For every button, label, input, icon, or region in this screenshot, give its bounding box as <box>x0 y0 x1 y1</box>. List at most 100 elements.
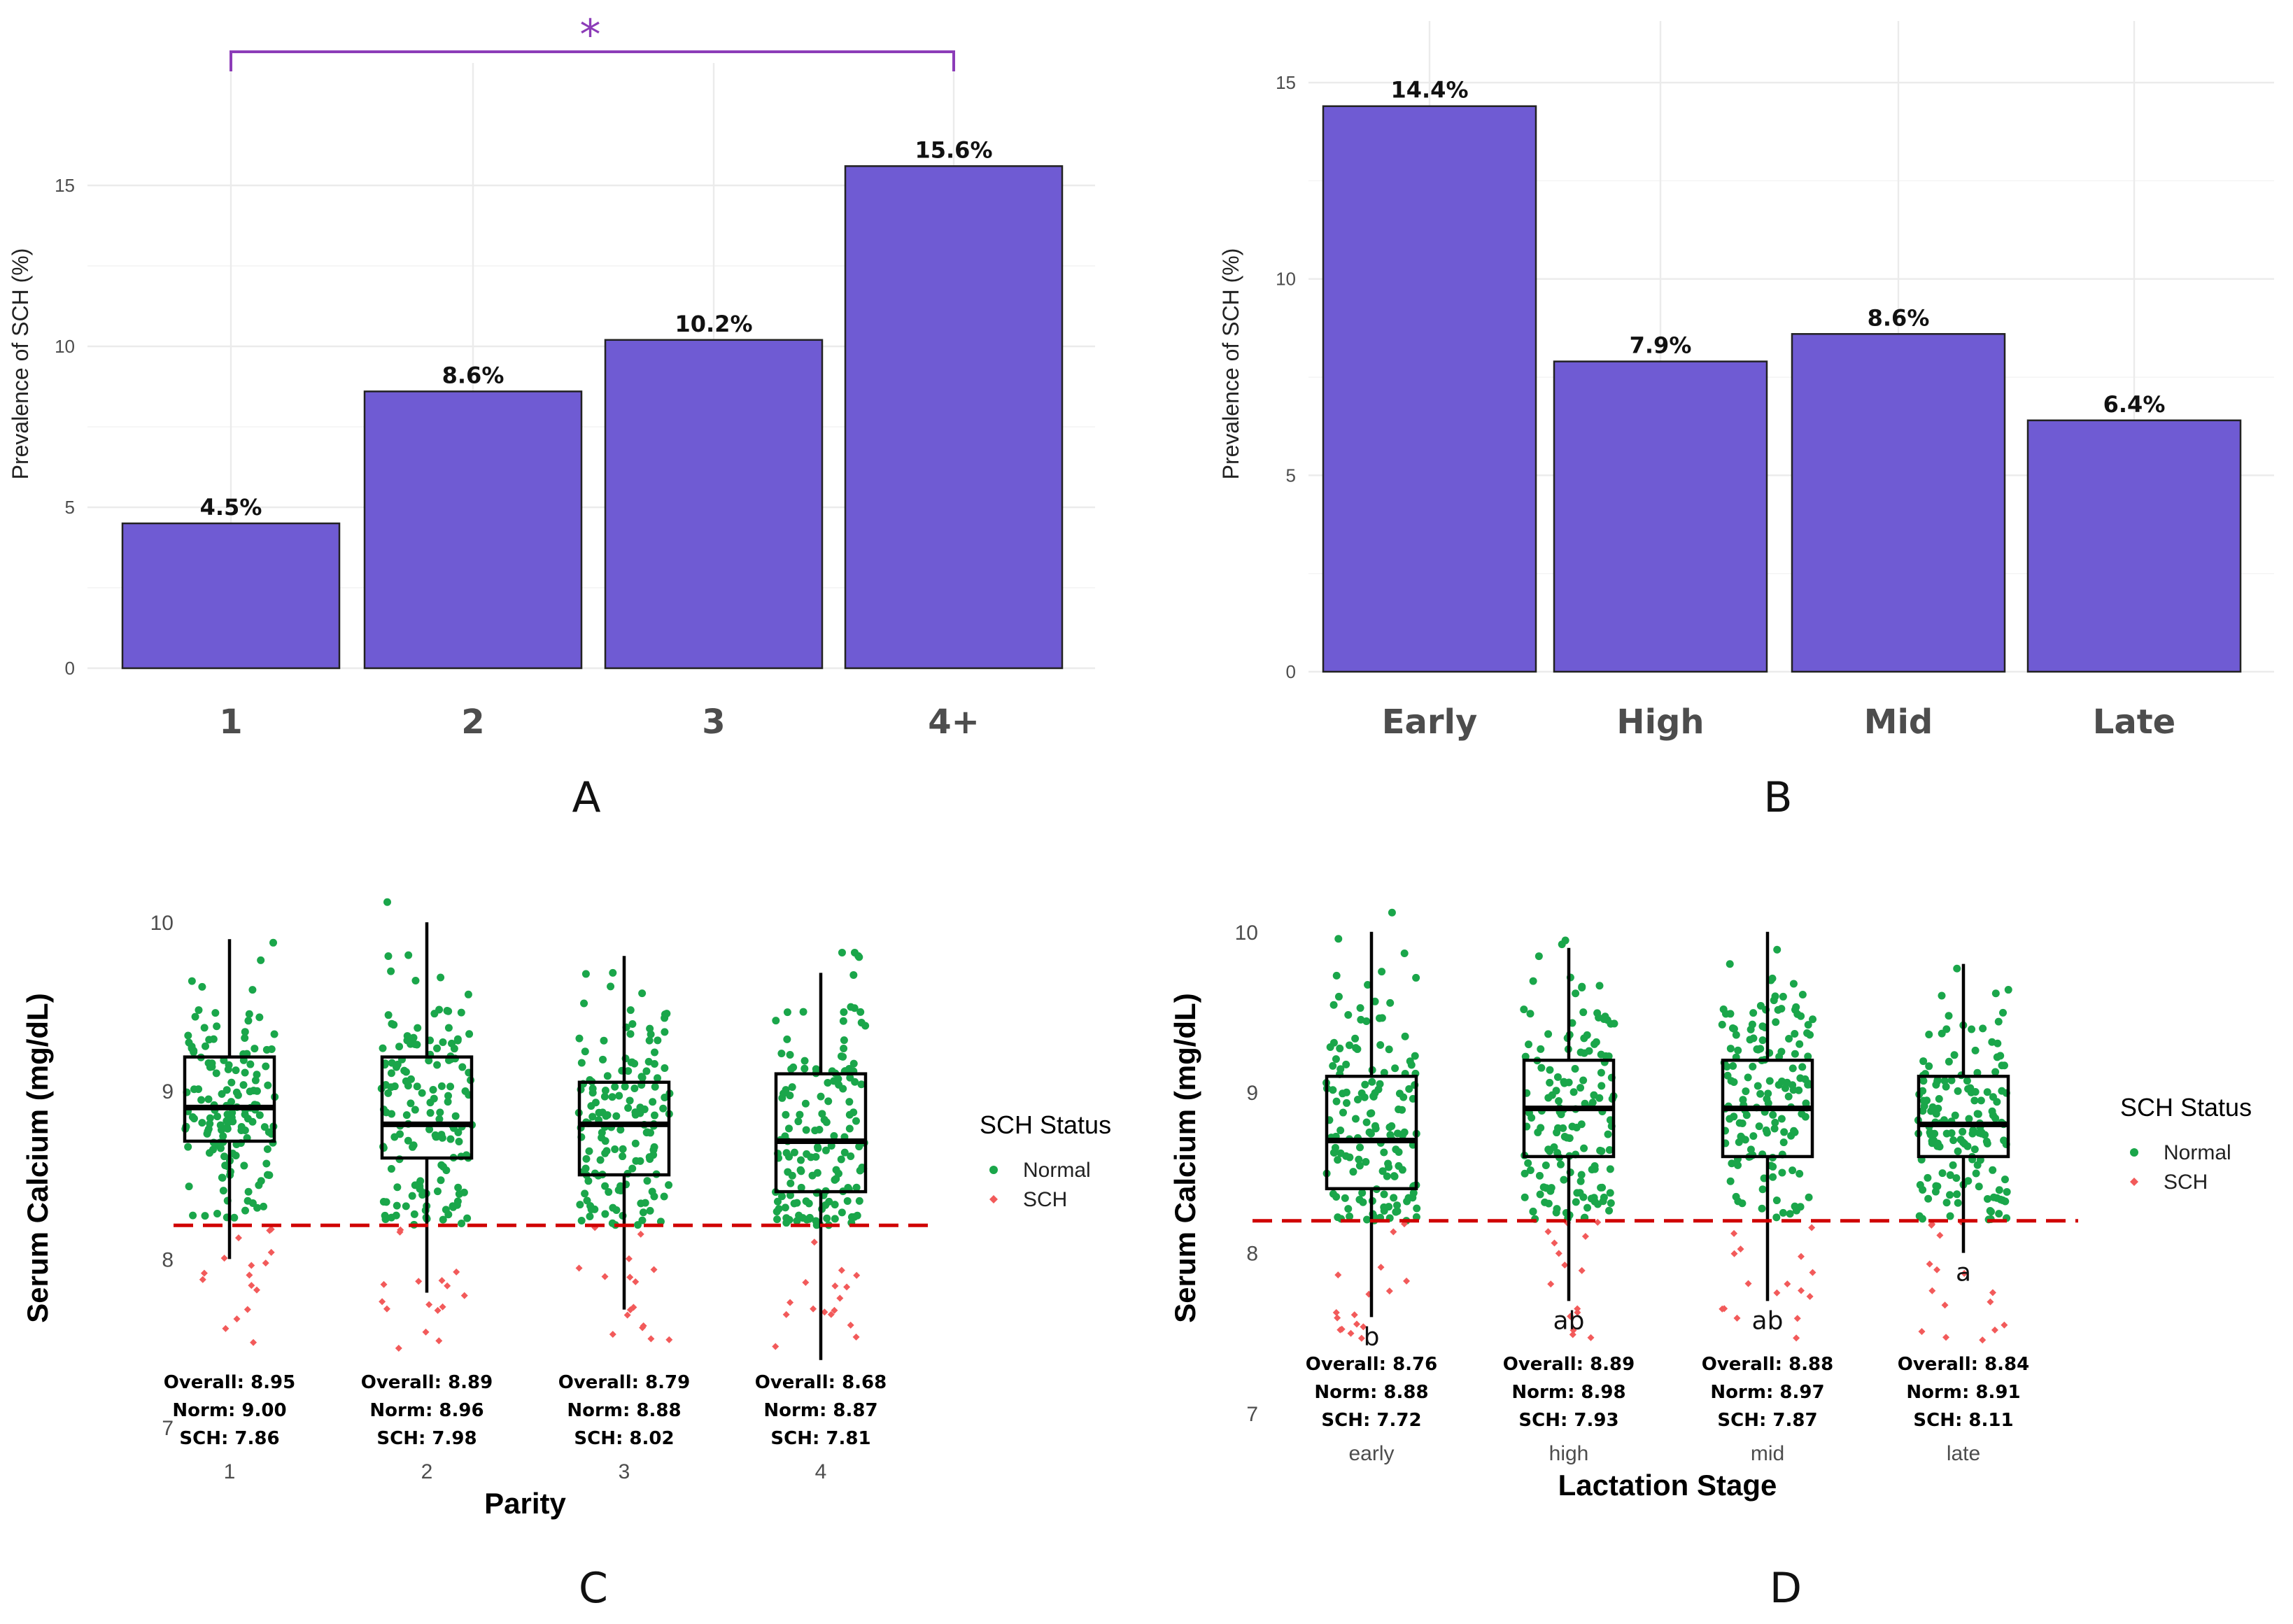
normal-point <box>846 1073 854 1082</box>
normal-point <box>437 1082 446 1090</box>
normal-point <box>1987 1208 1995 1216</box>
normal-point <box>852 1183 861 1192</box>
normal-point <box>1367 1109 1376 1117</box>
y-tick-label: 7 <box>162 1417 174 1440</box>
normal-point <box>607 982 615 991</box>
normal-point <box>219 1187 227 1195</box>
normal-point <box>1719 1005 1728 1014</box>
sch-point <box>1744 1280 1752 1287</box>
sch-point <box>1338 1325 1346 1333</box>
normal-point <box>1770 1124 1779 1133</box>
normal-point <box>200 1024 209 1032</box>
x-tick-label: Early <box>1382 702 1478 742</box>
sch-point <box>1334 1271 1342 1279</box>
normal-point <box>245 1010 253 1018</box>
panel-label-A: A <box>572 773 600 822</box>
normal-point <box>454 1183 463 1192</box>
normal-point <box>1734 1161 1742 1169</box>
y-tick-label: 5 <box>65 497 75 518</box>
normal-point <box>237 1126 246 1134</box>
sch-point <box>1390 1228 1397 1236</box>
normal-point <box>1977 1096 1985 1105</box>
bar-value-label: 8.6% <box>442 362 505 388</box>
normal-point <box>1411 1052 1419 1060</box>
normal-point <box>642 1129 651 1137</box>
box-chart-D: 7 8 9 10 Serum Calcium (mg/dL) b ab ab a Overall:… <box>1169 908 2252 1613</box>
summary-norm: Norm: 8.87 <box>763 1400 877 1421</box>
normal-point <box>413 1082 421 1091</box>
panel-label-D: D <box>1770 1564 1802 1613</box>
normal-point <box>584 1177 593 1185</box>
x-tick-label: Mid <box>1864 702 1933 742</box>
normal-point <box>650 1060 658 1068</box>
normal-point <box>1749 1132 1758 1141</box>
sch-point <box>1730 1229 1738 1237</box>
sch-point <box>1737 1245 1744 1253</box>
normal-point <box>433 1061 442 1069</box>
normal-point <box>782 1086 790 1094</box>
normal-point <box>636 1157 644 1165</box>
normal-point <box>381 1215 390 1223</box>
normal-point <box>239 1081 248 1089</box>
normal-point <box>1595 1094 1604 1102</box>
summary-overall: Overall: 8.88 <box>1702 1354 1833 1375</box>
normal-point <box>616 1126 625 1134</box>
sch-point <box>1567 1313 1574 1320</box>
normal-point <box>638 989 647 998</box>
normal-point <box>786 1092 794 1100</box>
sch-point <box>244 1306 251 1313</box>
bar-value-label: 10.2% <box>675 311 752 337</box>
normal-point <box>1942 1082 1950 1091</box>
normal-point <box>840 1045 848 1053</box>
normal-point <box>847 1003 855 1011</box>
normal-point <box>435 1005 444 1014</box>
normal-point <box>1947 1076 1956 1085</box>
normal-point <box>818 1110 826 1118</box>
normal-point <box>659 1104 668 1113</box>
normal-point <box>586 1212 594 1220</box>
normal-point <box>1935 1095 1943 1103</box>
normal-point <box>1730 1078 1738 1087</box>
normal-point <box>602 1147 611 1155</box>
normal-point <box>599 1055 607 1064</box>
sch-point <box>1961 1269 1968 1277</box>
x-tick-label: 3 <box>619 1460 630 1483</box>
normal-point <box>665 1181 673 1189</box>
normal-point <box>1597 1147 1606 1155</box>
normal-point <box>837 1155 845 1164</box>
box-2 <box>380 1055 474 1160</box>
sch-point <box>1578 1266 1586 1274</box>
sch-point <box>1942 1334 1950 1341</box>
normal-point <box>1927 1107 1935 1115</box>
normal-point <box>800 1064 809 1073</box>
normal-point <box>626 1096 634 1105</box>
normal-point <box>1809 1015 1817 1024</box>
normal-point <box>1938 1169 1947 1178</box>
normal-point <box>216 1144 225 1152</box>
normal-point <box>185 1038 193 1047</box>
normal-point <box>437 1176 445 1185</box>
normal-point <box>832 1175 840 1183</box>
x-tick-label: 1 <box>219 702 242 742</box>
normal-point <box>1924 1173 1932 1182</box>
significance-bracket <box>230 50 955 71</box>
normal-point <box>1388 908 1396 917</box>
sch-point <box>422 1328 430 1336</box>
normal-point <box>1412 973 1420 982</box>
normal-point <box>450 1045 458 1053</box>
box-chart-C: 7 8 9 10 Serum Calcium (mg/dL) Overall: 8.95 N… <box>21 898 1111 1613</box>
sch-point <box>1793 1315 1801 1322</box>
normal-point <box>1557 1110 1565 1119</box>
normal-point <box>213 1113 222 1121</box>
sch-point <box>434 1306 442 1314</box>
normal-point <box>439 1215 447 1224</box>
normal-point <box>387 967 395 975</box>
sch-point <box>395 1344 402 1352</box>
sch-point <box>1347 1329 1355 1337</box>
normal-point <box>1746 1036 1754 1044</box>
normal-point <box>454 1128 463 1136</box>
normal-point <box>825 1197 833 1206</box>
normal-point <box>1546 1078 1554 1087</box>
box-early <box>1325 1074 1418 1191</box>
sch-point <box>1989 1289 1996 1297</box>
